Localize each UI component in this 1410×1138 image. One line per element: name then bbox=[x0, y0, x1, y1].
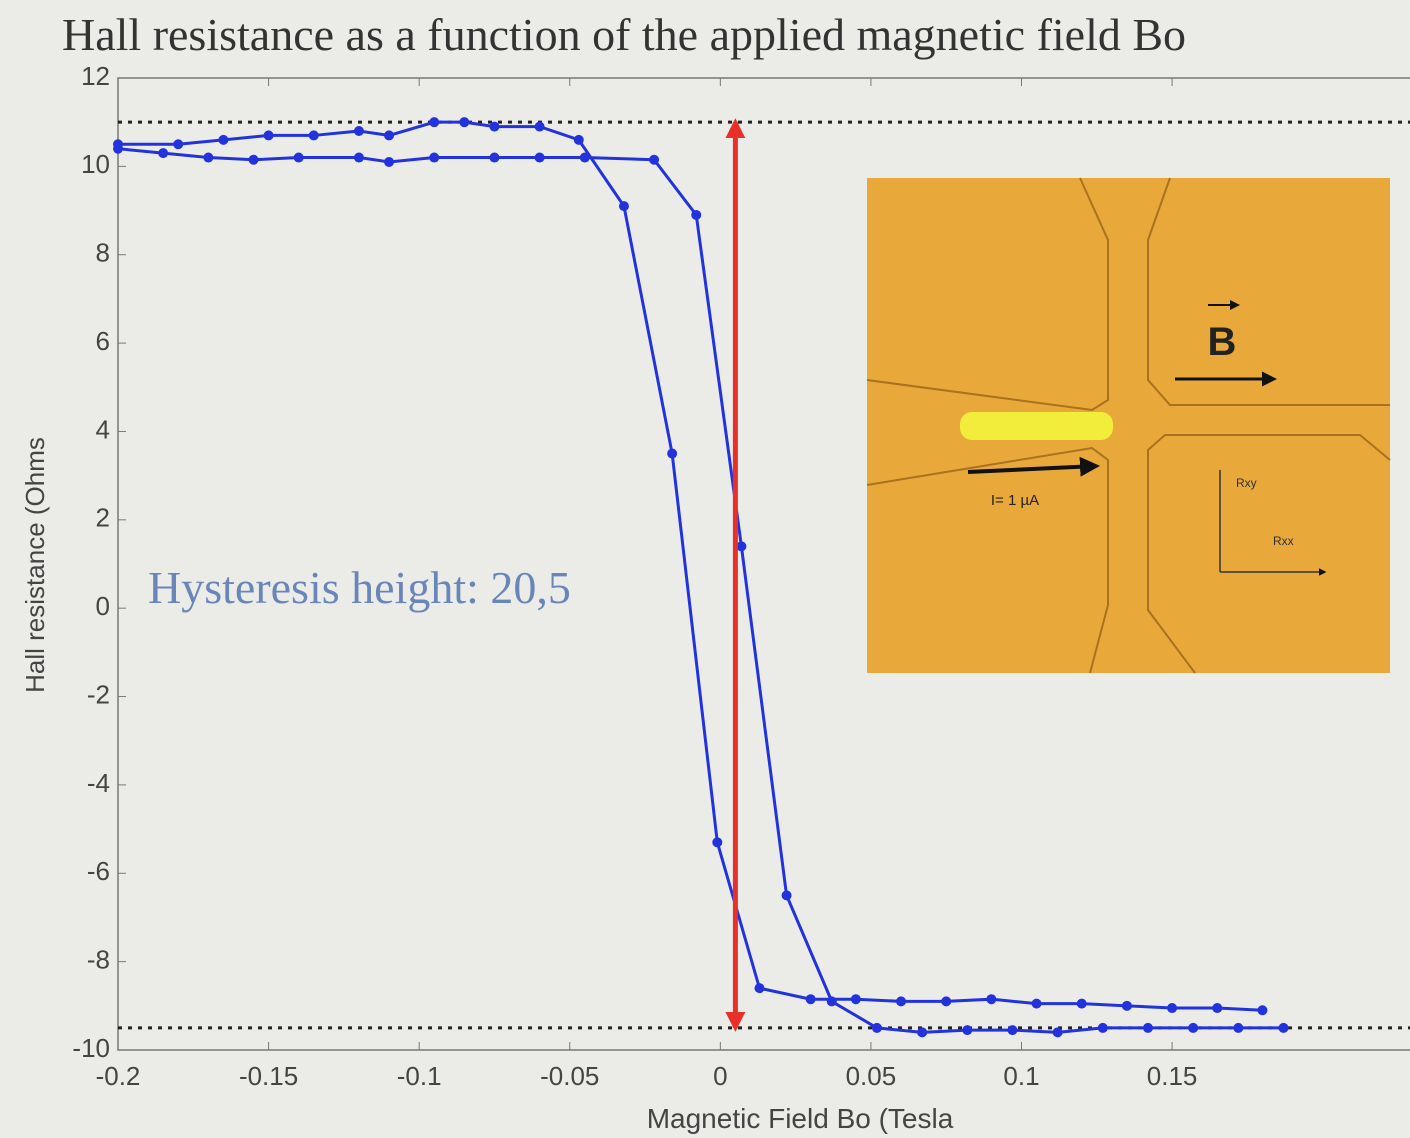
x-tick-label: -0.1 bbox=[397, 1061, 442, 1091]
y-tick-label: -8 bbox=[87, 945, 110, 975]
data-point bbox=[1098, 1023, 1108, 1033]
inset: B I= 1 µA Rxy Rxx bbox=[867, 178, 1390, 673]
vector-label: B bbox=[1208, 320, 1237, 364]
inset-sample bbox=[960, 412, 1113, 440]
data-point bbox=[827, 996, 837, 1006]
chart: Hall resistance as a function of the app… bbox=[0, 0, 1410, 1138]
y-tick-label: -2 bbox=[87, 679, 110, 709]
data-point bbox=[962, 1025, 972, 1035]
data-point bbox=[1122, 1001, 1132, 1011]
data-point bbox=[459, 117, 469, 127]
data-point bbox=[535, 122, 545, 132]
chart-title: Hall resistance as a function of the app… bbox=[62, 9, 1186, 60]
data-point bbox=[941, 996, 951, 1006]
data-point bbox=[649, 155, 659, 165]
current-label: I= 1 µA bbox=[991, 492, 1039, 509]
data-point bbox=[574, 135, 584, 145]
y-tick-label: 10 bbox=[81, 149, 110, 179]
x-tick-label: 0.1 bbox=[1003, 1061, 1039, 1091]
y-axis-label: Hall resistance (Ohms bbox=[20, 437, 50, 693]
data-point bbox=[309, 130, 319, 140]
data-point bbox=[619, 201, 629, 211]
data-point bbox=[896, 996, 906, 1006]
data-point bbox=[218, 135, 228, 145]
data-point bbox=[158, 148, 168, 158]
data-point bbox=[1032, 999, 1042, 1009]
data-point bbox=[754, 983, 764, 993]
data-point bbox=[782, 890, 792, 900]
data-point bbox=[354, 153, 364, 163]
x-axis-label: Magnetic Field Bo (Tesla bbox=[647, 1103, 954, 1134]
data-point bbox=[113, 144, 123, 154]
data-point bbox=[429, 117, 439, 127]
rxx-label: Rxx bbox=[1273, 534, 1294, 548]
data-point bbox=[736, 541, 746, 551]
data-point bbox=[806, 994, 816, 1004]
data-point bbox=[1077, 999, 1087, 1009]
y-tick-label: 6 bbox=[96, 326, 110, 356]
data-point bbox=[667, 449, 677, 459]
data-point bbox=[1212, 1003, 1222, 1013]
data-point bbox=[872, 1023, 882, 1033]
data-point bbox=[1007, 1025, 1017, 1035]
data-point bbox=[203, 153, 213, 163]
data-point bbox=[264, 130, 274, 140]
y-tick-label: 4 bbox=[96, 414, 110, 444]
x-tick-label: -0.15 bbox=[239, 1061, 298, 1091]
y-tick-label: 0 bbox=[96, 591, 110, 621]
y-tick-label: -10 bbox=[72, 1033, 110, 1063]
data-point bbox=[1143, 1023, 1153, 1033]
data-point bbox=[429, 153, 439, 163]
data-point bbox=[173, 139, 183, 149]
data-point bbox=[384, 130, 394, 140]
data-point bbox=[354, 126, 364, 136]
data-point bbox=[1257, 1005, 1267, 1015]
rxy-label: Rxy bbox=[1236, 476, 1257, 490]
y-tick-label: -4 bbox=[87, 768, 110, 798]
x-tick-label: -0.05 bbox=[540, 1061, 599, 1091]
y-tick-label: -6 bbox=[87, 856, 110, 886]
data-point bbox=[489, 153, 499, 163]
y-tick-label: 12 bbox=[81, 61, 110, 91]
data-point bbox=[851, 994, 861, 1004]
data-point bbox=[384, 157, 394, 167]
data-point bbox=[1279, 1023, 1289, 1033]
data-point bbox=[535, 153, 545, 163]
data-point bbox=[986, 994, 996, 1004]
page: Hall resistance as a function of the app… bbox=[0, 0, 1410, 1138]
inset-image bbox=[867, 178, 1390, 673]
x-tick-label: 0 bbox=[713, 1061, 727, 1091]
y-tick-label: 2 bbox=[96, 503, 110, 533]
data-point bbox=[1188, 1023, 1198, 1033]
data-point bbox=[489, 122, 499, 132]
y-tick-label: 8 bbox=[96, 238, 110, 268]
data-point bbox=[712, 837, 722, 847]
data-point bbox=[917, 1027, 927, 1037]
data-point bbox=[294, 153, 304, 163]
data-point bbox=[580, 153, 590, 163]
data-point bbox=[1233, 1023, 1243, 1033]
data-point bbox=[1053, 1027, 1063, 1037]
annotation: Hysteresis height: 20,5 bbox=[148, 562, 571, 613]
x-tick-label: -0.2 bbox=[96, 1061, 141, 1091]
data-point bbox=[1167, 1003, 1177, 1013]
data-point bbox=[691, 210, 701, 220]
data-point bbox=[249, 155, 259, 165]
x-tick-label: 0.15 bbox=[1147, 1061, 1198, 1091]
x-tick-label: 0.05 bbox=[846, 1061, 897, 1091]
